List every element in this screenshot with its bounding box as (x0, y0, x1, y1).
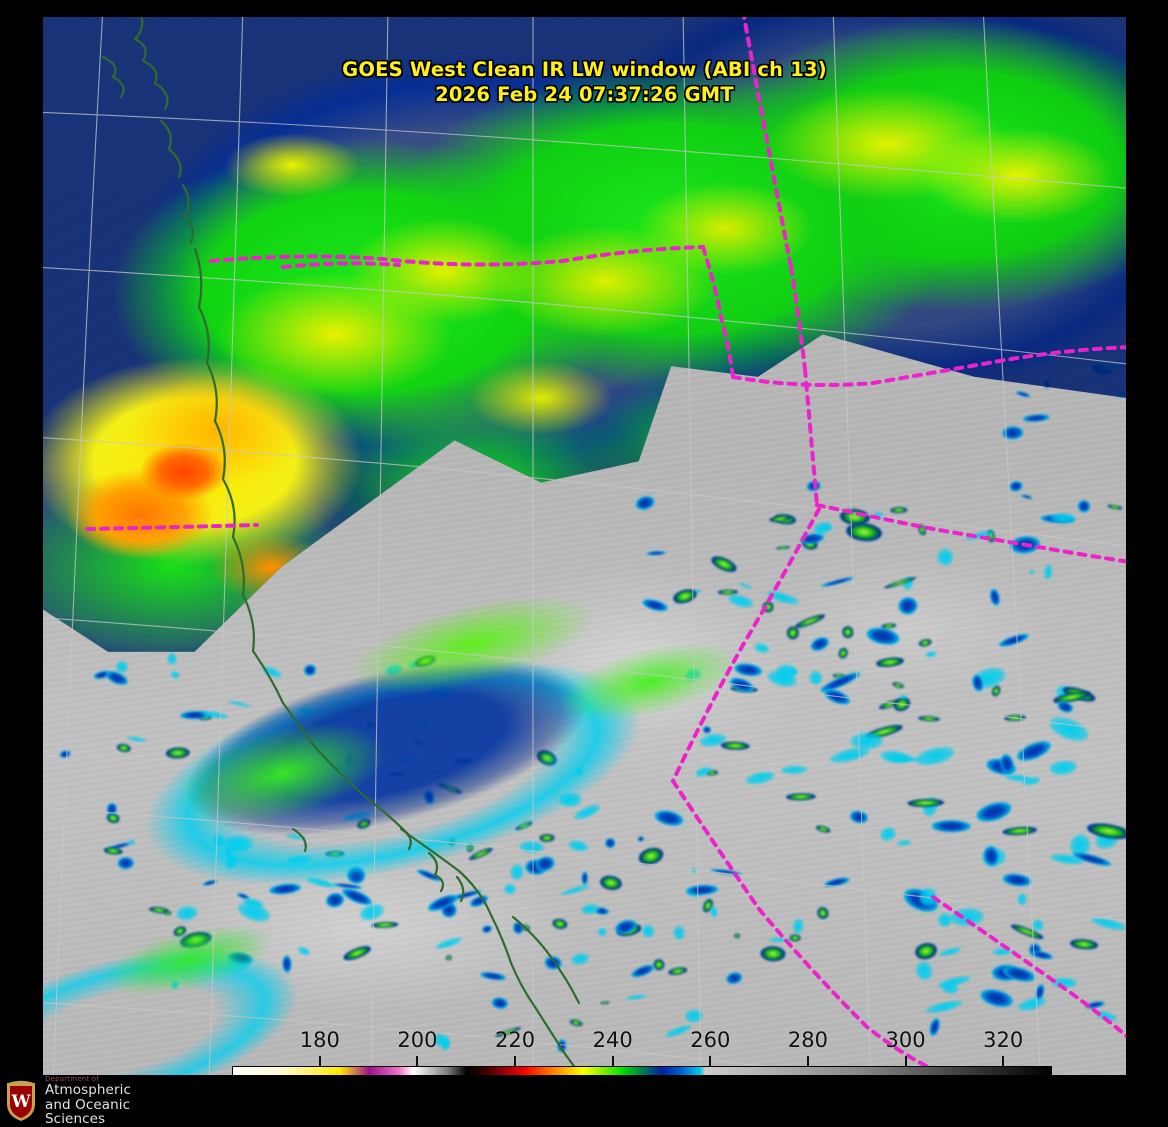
colorbar-tick-label: 280 (787, 1028, 828, 1052)
colorbar-tick-label: 320 (983, 1028, 1024, 1052)
svg-text:W: W (10, 1092, 31, 1112)
uw-aos-logo[interactable]: W Department of Atmospheric and Oceanic … (4, 1074, 164, 1127)
logo-text-block: Department of Atmospheric and Oceanic Sc… (45, 1074, 164, 1127)
colorbar-tick (611, 1056, 614, 1066)
colorbar-tick-label: 220 (495, 1028, 536, 1052)
colorbar-tick-label: 260 (690, 1028, 731, 1052)
logo-line-2: and Oceanic Sciences (45, 1096, 131, 1127)
colorbar-tick (514, 1056, 517, 1066)
map-overlay-layer (43, 17, 1126, 1075)
colorbar-tick (709, 1056, 712, 1066)
footer-bar (0, 1075, 1168, 1125)
uw-crest-icon: W (4, 1080, 38, 1122)
colorbar-tick-marks (232, 1056, 1052, 1066)
colorbar-tick (1002, 1056, 1005, 1066)
logo-department-label: Department of (45, 1074, 99, 1083)
colorbar-tick (318, 1056, 321, 1066)
colorbar-tick (904, 1056, 907, 1066)
colorbar-tick (806, 1056, 809, 1066)
colorbar-tick-labels: 180 200 220 240 260 280 300 320 (232, 1028, 1052, 1054)
colorbar-tick (416, 1056, 419, 1066)
colorbar-tick-label: 180 (299, 1028, 340, 1052)
colorbar-tick-label: 200 (397, 1028, 438, 1052)
logo-line-1: Atmospheric (45, 1082, 131, 1099)
colorbar-tick-label: 240 (592, 1028, 633, 1052)
colorbar-tick-label: 300 (885, 1028, 926, 1052)
satellite-image-panel[interactable]: GOES West Clean IR LW window (ABI ch 13)… (43, 17, 1126, 1075)
